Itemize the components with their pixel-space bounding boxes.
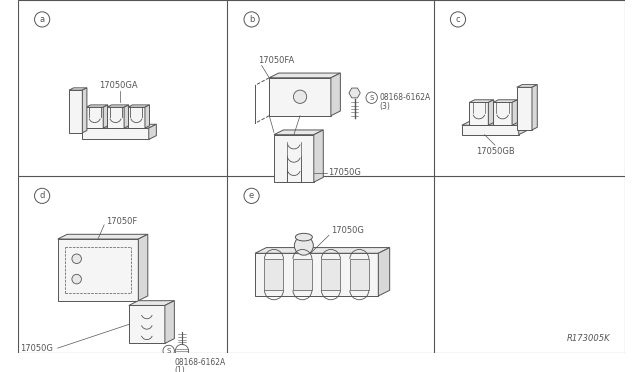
Polygon shape	[314, 130, 323, 182]
Text: 17050GB: 17050GB	[476, 147, 515, 156]
Polygon shape	[493, 100, 517, 102]
Polygon shape	[516, 84, 538, 87]
Polygon shape	[145, 105, 150, 128]
Text: 17050G: 17050G	[328, 168, 361, 177]
Text: S: S	[369, 95, 374, 101]
Text: 08168-6162A: 08168-6162A	[380, 93, 431, 102]
Polygon shape	[129, 301, 174, 305]
Polygon shape	[274, 135, 314, 182]
Polygon shape	[107, 105, 129, 107]
Text: (1): (1)	[174, 366, 185, 372]
Circle shape	[294, 236, 314, 255]
Polygon shape	[462, 125, 518, 135]
Polygon shape	[83, 124, 156, 128]
Text: R173005K: R173005K	[567, 334, 611, 343]
Polygon shape	[518, 121, 526, 135]
Polygon shape	[532, 84, 538, 130]
Text: 17050G: 17050G	[331, 226, 364, 235]
Polygon shape	[129, 305, 165, 343]
Polygon shape	[83, 128, 148, 140]
Text: 17050F: 17050F	[106, 217, 138, 225]
Polygon shape	[138, 234, 148, 301]
Polygon shape	[462, 121, 526, 125]
Polygon shape	[107, 107, 124, 128]
Ellipse shape	[295, 233, 312, 241]
Polygon shape	[58, 234, 148, 239]
Text: 08168-6162A: 08168-6162A	[174, 358, 226, 367]
Text: 17050FA: 17050FA	[258, 57, 294, 65]
Polygon shape	[269, 78, 331, 116]
Polygon shape	[493, 102, 512, 125]
Polygon shape	[255, 248, 390, 253]
Polygon shape	[350, 259, 369, 290]
Polygon shape	[293, 259, 312, 290]
Polygon shape	[264, 259, 284, 290]
Text: 17050G: 17050G	[20, 344, 53, 353]
Polygon shape	[69, 88, 87, 90]
Polygon shape	[255, 253, 378, 296]
Text: a: a	[40, 15, 45, 24]
Polygon shape	[488, 100, 493, 125]
Polygon shape	[124, 105, 129, 128]
Polygon shape	[378, 248, 390, 296]
Polygon shape	[269, 73, 340, 78]
Polygon shape	[69, 90, 83, 133]
Text: b: b	[249, 15, 254, 24]
Polygon shape	[128, 105, 150, 107]
Polygon shape	[512, 100, 517, 125]
Polygon shape	[349, 88, 360, 98]
Polygon shape	[321, 259, 340, 290]
Text: 17050GA: 17050GA	[99, 81, 138, 90]
Circle shape	[72, 275, 81, 284]
Circle shape	[72, 254, 81, 263]
Polygon shape	[331, 73, 340, 116]
Polygon shape	[86, 105, 108, 107]
Polygon shape	[86, 107, 103, 128]
Polygon shape	[58, 239, 138, 301]
Circle shape	[293, 90, 307, 103]
Text: d: d	[40, 191, 45, 201]
Polygon shape	[274, 130, 323, 135]
Polygon shape	[148, 124, 156, 140]
Text: S: S	[166, 348, 171, 354]
Polygon shape	[83, 88, 87, 133]
Polygon shape	[165, 301, 174, 343]
Text: c: c	[456, 15, 460, 24]
Text: e: e	[249, 191, 254, 201]
Polygon shape	[516, 87, 532, 130]
Polygon shape	[128, 107, 145, 128]
Polygon shape	[469, 102, 488, 125]
Text: (3): (3)	[380, 102, 390, 111]
Polygon shape	[103, 105, 108, 128]
Polygon shape	[469, 100, 493, 102]
